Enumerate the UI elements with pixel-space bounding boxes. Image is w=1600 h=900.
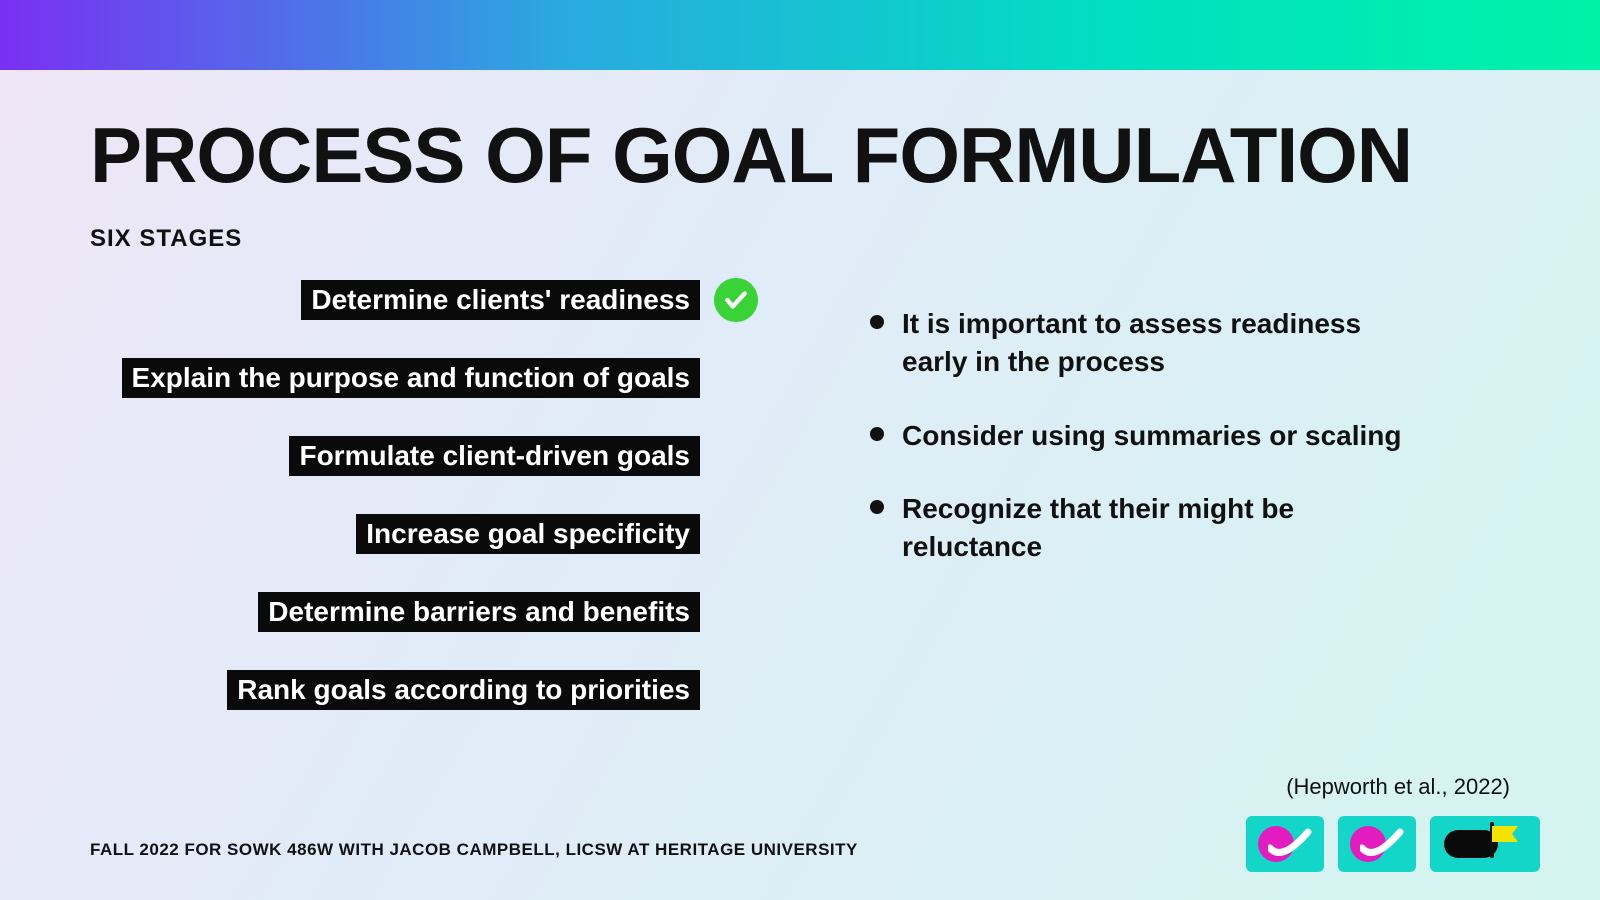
bullet-item: It is important to assess readiness earl…	[870, 305, 1430, 381]
logo-badge-1	[1246, 816, 1324, 872]
stage-label: Explain the purpose and function of goal…	[122, 358, 700, 398]
bullet-dot-icon	[870, 500, 884, 514]
bullet-dot-icon	[870, 315, 884, 329]
stage-row: Explain the purpose and function of goal…	[0, 358, 700, 398]
swoosh-icon	[1360, 828, 1404, 862]
citation-text: (Hepworth et al., 2022)	[1286, 774, 1510, 800]
stage-row: Rank goals according to priorities	[0, 670, 700, 710]
bullet-text: Recognize that their might be reluctance	[902, 490, 1430, 566]
logo-badges	[1246, 816, 1540, 872]
slide: PROCESS OF GOAL FORMULATION SIX STAGES D…	[0, 0, 1600, 900]
slide-subtitle: SIX STAGES	[90, 225, 242, 253]
stage-row: Determine barriers and benefits	[0, 592, 700, 632]
bullet-text: It is important to assess readiness earl…	[902, 305, 1430, 381]
stage-label: Formulate client-driven goals	[289, 436, 700, 476]
bullet-item: Recognize that their might be reluctance	[870, 490, 1430, 566]
bullet-item: Consider using summaries or scaling	[870, 417, 1430, 455]
stage-label: Determine clients' readiness	[301, 280, 700, 320]
footer-text: FALL 2022 FOR SOWK 486W WITH JACOB CAMPB…	[90, 840, 858, 860]
stage-row: Formulate client-driven goals	[0, 436, 700, 476]
logo-badge-2	[1338, 816, 1416, 872]
stage-label: Rank goals according to priorities	[227, 670, 700, 710]
top-gradient-bar	[0, 0, 1600, 70]
flag-icon	[1486, 822, 1526, 858]
stage-row: Increase goal specificity	[0, 514, 700, 554]
logo-badge-3	[1430, 816, 1540, 872]
check-icon	[714, 278, 758, 322]
bullets-list: It is important to assess readiness earl…	[870, 305, 1430, 566]
swoosh-icon	[1268, 828, 1312, 862]
stage-label: Increase goal specificity	[356, 514, 700, 554]
bullet-dot-icon	[870, 427, 884, 441]
bullet-text: Consider using summaries or scaling	[902, 417, 1401, 455]
stages-list: Determine clients' readiness Explain the…	[0, 280, 700, 710]
stage-label: Determine barriers and benefits	[258, 592, 700, 632]
stage-row: Determine clients' readiness	[0, 280, 700, 320]
slide-title: PROCESS OF GOAL FORMULATION	[90, 110, 1412, 201]
